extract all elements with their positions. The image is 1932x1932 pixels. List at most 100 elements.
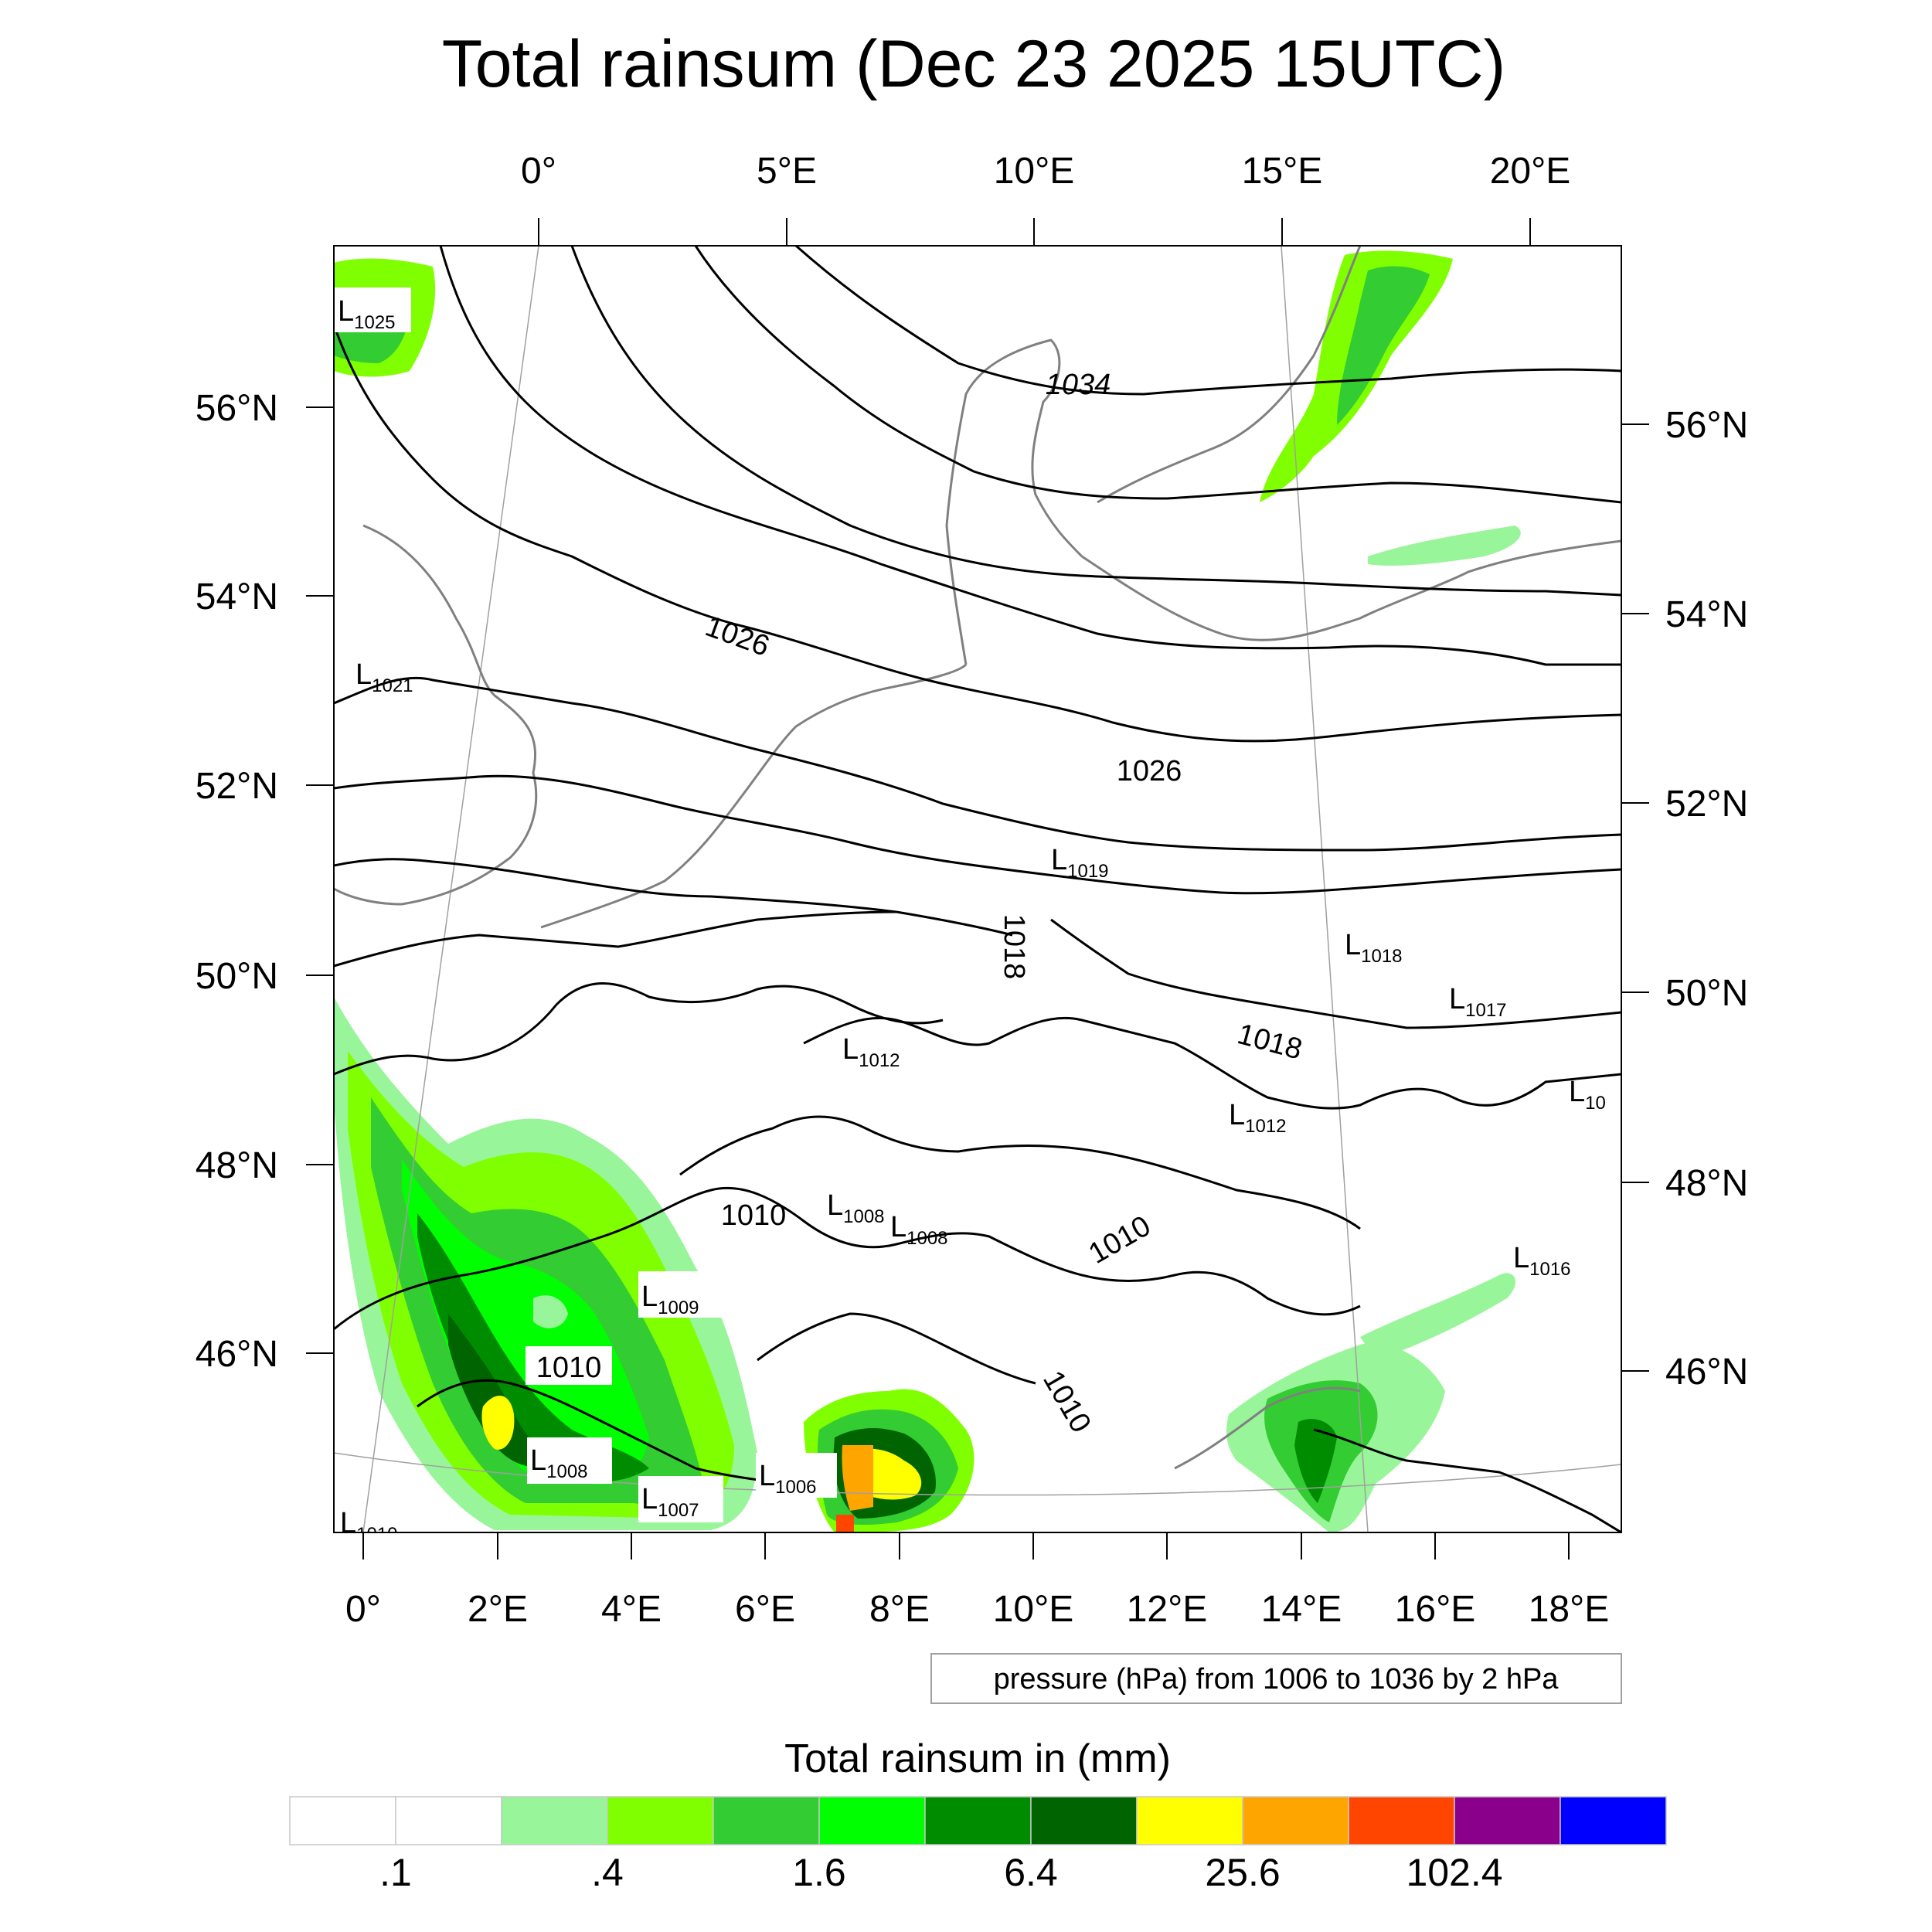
isobar-1008-b [757, 1312, 1036, 1385]
colorbar-swatch [1348, 1796, 1455, 1845]
coastline-sweden [1097, 246, 1362, 504]
top-longitude-labels: 0° 5°E 10°E 15°E 20°E [521, 151, 1570, 192]
tick-label: 0° [521, 151, 556, 192]
isobar-1032 [570, 246, 1621, 597]
tick-label: 6°E [735, 1589, 795, 1630]
graticule-meridian-15e [1281, 246, 1369, 1532]
svg-text:L1008: L1008 [827, 1189, 885, 1227]
colorbar-swatch [607, 1796, 714, 1845]
tick-label: 16°E [1395, 1589, 1476, 1630]
colorbar-swatch [818, 1796, 926, 1845]
right-latitude-labels: 56°N 54°N 52°N 50°N 48°N 46°N [1665, 405, 1748, 1393]
rain-area-baltic [1368, 526, 1521, 566]
isobar-label: 1026 [1117, 755, 1182, 787]
tick-label: 0° [345, 1589, 381, 1630]
pressure-centers: L1025 L1021 L1019 L1018 L1017 L1012 L101… [334, 287, 1606, 1532]
coastline-netherlands [740, 663, 968, 797]
tick-label: 10°E [994, 151, 1075, 192]
low-center: L1016 [1513, 1242, 1571, 1280]
rain-area-sweden-green [1337, 266, 1430, 425]
colorbar-swatch [924, 1796, 1032, 1845]
svg-text:L1006: L1006 [759, 1460, 817, 1498]
isobar-1028 [334, 324, 1621, 743]
coastlines [334, 246, 1621, 1470]
isobar-label: 1010 [1083, 1209, 1156, 1270]
colorbar-swatch [1454, 1796, 1561, 1845]
isobar-1024 [334, 774, 1621, 895]
isobar-1010 [334, 1186, 1361, 1331]
colorbar-label: 102.4 [1406, 1851, 1502, 1894]
bottom-longitude-labels: 0° 2°E 4°E 6°E 8°E 10°E 12°E 14°E 16°E 1… [345, 1589, 1609, 1630]
low-center: L1008 [827, 1189, 885, 1227]
tick-label: 50°N [1665, 973, 1748, 1014]
contour-info-text: pressure (hPa) from 1006 to 1036 by 2 hP… [994, 1663, 1560, 1696]
colorbar-swatch [395, 1796, 502, 1845]
colorbar-swatch [289, 1796, 396, 1845]
coastline-france-north [540, 795, 743, 929]
tick-label: 50°N [196, 956, 278, 997]
isobar-1008 [417, 1379, 789, 1485]
graticule-meridian-0 [362, 246, 539, 1532]
svg-text:L1021: L1021 [355, 658, 413, 696]
isobar-1012 [679, 1115, 1361, 1230]
rain-area-west-yellow [481, 1396, 515, 1450]
low-center: L1018 [1345, 929, 1403, 967]
isobar-label: 1010 [1036, 1366, 1097, 1438]
tick-label: 52°N [1665, 784, 1748, 825]
colorbar-swatch [1242, 1796, 1349, 1845]
svg-text:L1007: L1007 [641, 1483, 699, 1521]
tick-label: 54°N [1665, 594, 1748, 635]
colorbar-title: Total rainsum in (mm) [784, 1736, 1171, 1781]
isobar-label: 1018 [998, 914, 1030, 980]
svg-text:L1016: L1016 [1513, 1242, 1571, 1280]
colorbar-swatch [1030, 1796, 1138, 1845]
low-center: L1017 [1449, 983, 1507, 1021]
colorbar [289, 1796, 1667, 1845]
low-center: L1008 [890, 1211, 948, 1249]
tick-label: 10°E [993, 1589, 1074, 1630]
tick-label: 4°E [601, 1589, 662, 1630]
isobar-1036 [795, 246, 1621, 396]
coastline-denmark [945, 338, 1083, 665]
tick-label: 46°N [196, 1334, 278, 1375]
colorbar-label: 1.6 [792, 1851, 846, 1894]
low-center: L1025 [334, 287, 411, 333]
low-center: L1010 [340, 1507, 398, 1532]
low-center: L1021 [355, 658, 413, 696]
colorbar-label: .1 [379, 1851, 412, 1894]
isobars [334, 246, 1621, 1532]
tick-label: 15°E [1242, 151, 1323, 192]
rain-area-west-green [402, 1159, 649, 1485]
isobar-label: 1010 [536, 1352, 602, 1384]
isobar-label: 1034 [1046, 369, 1111, 401]
rain-area-alps-red [836, 1515, 854, 1532]
isobar-1026 [334, 676, 1621, 852]
svg-text:L1019: L1019 [1051, 844, 1109, 882]
isobar-1034 [694, 246, 1621, 504]
tick-label: 20°E [1490, 151, 1571, 192]
isobar-label: 1026 [701, 611, 774, 663]
rain-area-west-center [533, 1295, 568, 1328]
isobar-label: 1010 [721, 1199, 787, 1232]
low-center: L1009 [638, 1271, 723, 1318]
left-latitude-labels: 56°N 54°N 52°N 50°N 48°N 46°N [196, 388, 278, 1375]
rain-area-adriatic-dark [1294, 1419, 1337, 1503]
low-center: L1012 [842, 1033, 900, 1071]
svg-text:L1008: L1008 [530, 1444, 588, 1482]
colorbar-labels: .1 .4 1.6 6.4 25.6 102.4 [379, 1851, 1502, 1894]
tick-label: 5°E [757, 151, 817, 192]
tick-label: 14°E [1261, 1589, 1342, 1630]
svg-text:L1008: L1008 [890, 1211, 948, 1249]
rain-area-hungary [1360, 1273, 1515, 1360]
svg-text:L1025: L1025 [338, 295, 396, 333]
low-center: L1007 [638, 1476, 723, 1522]
graticule [334, 246, 1621, 1532]
svg-text:L1012: L1012 [1229, 1099, 1287, 1137]
rain-area-west-darkest [448, 1314, 556, 1468]
svg-text:L1017: L1017 [1449, 983, 1507, 1021]
tick-label: 18°E [1529, 1589, 1610, 1630]
isobar-1008-c [1313, 1428, 1621, 1532]
tick-label: 2°E [468, 1589, 528, 1630]
isobar-1014 [803, 1016, 1621, 1110]
